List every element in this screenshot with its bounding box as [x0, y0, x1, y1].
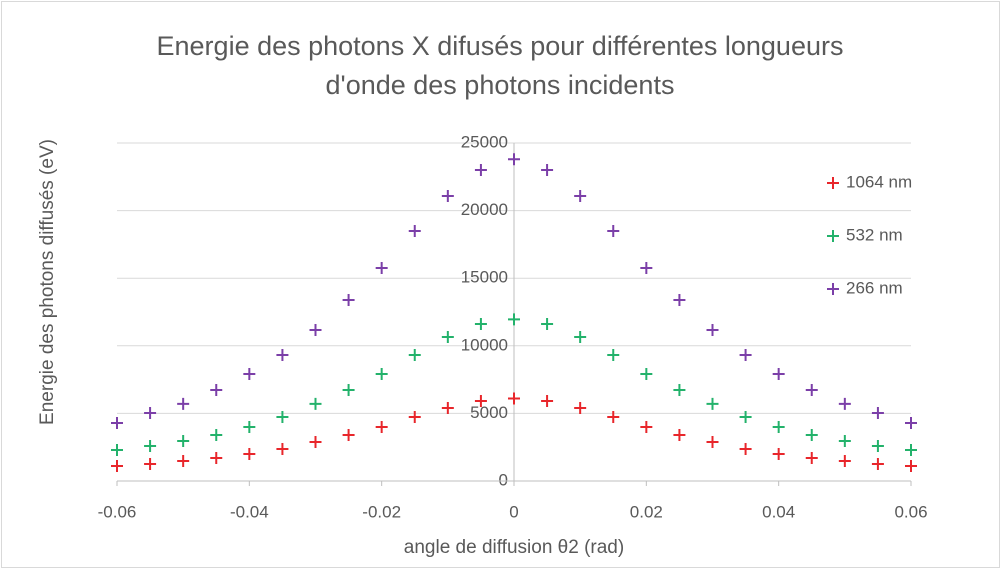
- marker: [276, 411, 289, 424]
- marker: [210, 429, 223, 442]
- marker: [739, 348, 752, 361]
- marker: [243, 447, 256, 460]
- marker: [574, 401, 587, 414]
- marker: [441, 331, 454, 344]
- marker: [474, 318, 487, 331]
- y-tick-label: 20000: [461, 200, 508, 219]
- marker: [673, 429, 686, 442]
- marker: [177, 434, 190, 447]
- y-tick-label: 0: [499, 470, 508, 489]
- legend-marker: [827, 230, 839, 242]
- marker: [342, 293, 355, 306]
- marker: [640, 262, 653, 275]
- marker: [375, 368, 388, 381]
- marker: [408, 348, 421, 361]
- marker: [706, 323, 719, 336]
- marker: [805, 429, 818, 442]
- marker: [574, 331, 587, 344]
- marker: [772, 421, 785, 434]
- x-tick-label: 0.04: [762, 502, 795, 521]
- legend-label: 532 nm: [846, 225, 903, 244]
- x-tick-label: -0.04: [230, 502, 269, 521]
- marker: [144, 406, 157, 419]
- marker: [607, 348, 620, 361]
- marker: [607, 225, 620, 238]
- marker: [673, 384, 686, 397]
- marker: [276, 348, 289, 361]
- marker: [474, 164, 487, 177]
- marker: [706, 397, 719, 410]
- marker: [342, 429, 355, 442]
- marker: [441, 401, 454, 414]
- marker: [177, 397, 190, 410]
- marker: [739, 442, 752, 455]
- marker: [805, 452, 818, 465]
- marker: [706, 436, 719, 449]
- x-tick-label: 0: [509, 502, 518, 521]
- marker: [871, 457, 884, 470]
- marker: [673, 293, 686, 306]
- marker: [871, 439, 884, 452]
- marker: [508, 392, 520, 405]
- chart-title: Energie des photons X difusés pour diffé…: [157, 31, 844, 61]
- marker: [805, 384, 818, 397]
- x-axis-title: angle de diffusion θ2 (rad): [404, 537, 624, 558]
- legend-marker: [827, 283, 839, 295]
- marker: [408, 225, 421, 238]
- marker: [210, 452, 223, 465]
- y-axis-title: Energie des photons diffusés (eV): [37, 139, 58, 425]
- marker: [111, 416, 123, 429]
- marker: [243, 368, 256, 381]
- x-tick-label: -0.02: [362, 502, 401, 521]
- marker: [905, 459, 917, 472]
- marker: [772, 368, 785, 381]
- marker: [309, 323, 322, 336]
- marker: [541, 164, 554, 177]
- marker: [144, 439, 157, 452]
- y-tick-label: 5000: [470, 403, 508, 422]
- marker: [309, 397, 322, 410]
- marker: [177, 454, 190, 467]
- marker: [607, 411, 620, 424]
- marker: [838, 434, 851, 447]
- marker: [838, 397, 851, 410]
- chart-title: d'onde des photons incidents: [326, 70, 675, 100]
- marker: [474, 394, 487, 407]
- legend-label: 266 nm: [846, 278, 903, 297]
- marker: [905, 416, 917, 429]
- marker: [441, 189, 454, 202]
- marker: [375, 262, 388, 275]
- marker: [640, 421, 653, 434]
- marker: [541, 318, 554, 331]
- marker: [739, 411, 752, 424]
- marker: [111, 459, 123, 472]
- y-tick-label: 25000: [461, 132, 508, 151]
- y-tick-label: 10000: [461, 335, 508, 354]
- marker: [838, 454, 851, 467]
- marker: [772, 447, 785, 460]
- marker: [243, 421, 256, 434]
- x-tick-label: -0.06: [98, 502, 137, 521]
- legend-marker: [827, 177, 839, 189]
- marker: [574, 189, 587, 202]
- marker: [640, 368, 653, 381]
- marker: [309, 436, 322, 449]
- x-tick-label: 0.02: [630, 502, 663, 521]
- y-tick-label: 15000: [461, 268, 508, 287]
- marker: [508, 153, 520, 166]
- marker: [905, 444, 917, 457]
- marker: [375, 421, 388, 434]
- x-tick-label: 0.06: [894, 502, 927, 521]
- marker: [408, 411, 421, 424]
- marker: [541, 394, 554, 407]
- marker: [111, 444, 123, 457]
- marker: [276, 442, 289, 455]
- marker: [144, 457, 157, 470]
- marker: [508, 313, 520, 326]
- marker: [871, 406, 884, 419]
- legend-label: 1064 nm: [846, 172, 912, 191]
- marker: [342, 384, 355, 397]
- marker: [210, 384, 223, 397]
